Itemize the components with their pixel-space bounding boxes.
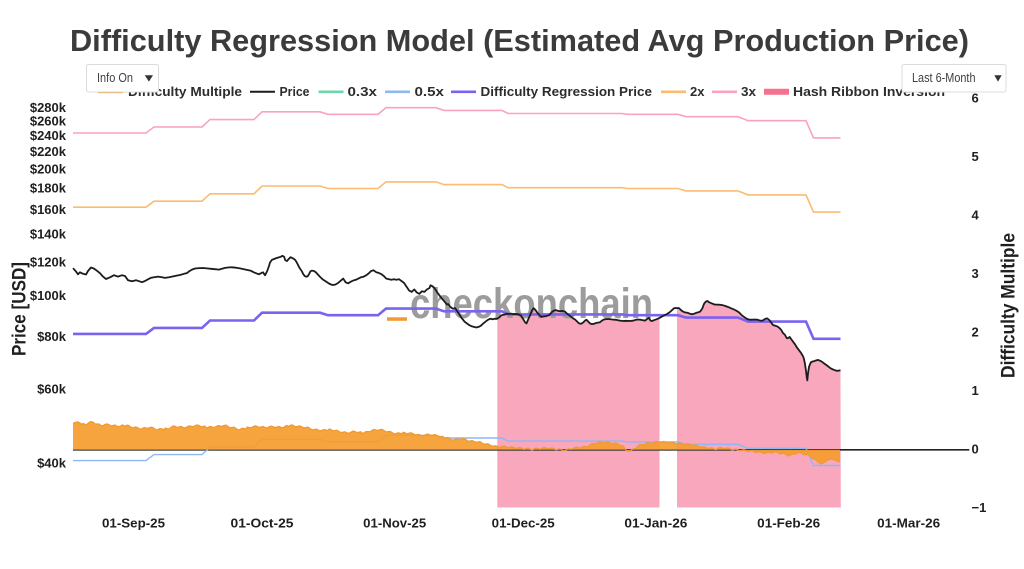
svg-text:$80k: $80k: [37, 329, 67, 344]
svg-text:01-Sep-25: 01-Sep-25: [102, 515, 165, 530]
svg-text:$200k: $200k: [30, 161, 67, 176]
svg-text:−1: −1: [972, 500, 987, 515]
svg-text:$60k: $60k: [37, 382, 67, 397]
svg-text:6: 6: [972, 91, 979, 106]
svg-text:3: 3: [972, 266, 979, 281]
svg-text:01-Feb-26: 01-Feb-26: [757, 515, 820, 530]
svg-text:Difficulty Regression Price: Difficulty Regression Price: [481, 84, 653, 99]
svg-text:0.5x: 0.5x: [415, 84, 445, 99]
svg-text:01-Dec-25: 01-Dec-25: [492, 515, 555, 530]
svg-text:$280k: $280k: [30, 100, 67, 115]
svg-text:$180k: $180k: [30, 181, 67, 196]
svg-text:$100k: $100k: [30, 288, 67, 303]
svg-text:01-Mar-26: 01-Mar-26: [877, 515, 940, 530]
svg-text:5: 5: [972, 149, 979, 164]
svg-text:01-Oct-25: 01-Oct-25: [231, 515, 294, 530]
svg-text:$240k: $240k: [30, 128, 67, 143]
svg-text:$140k: $140k: [30, 227, 67, 242]
svg-text:Info On: Info On: [97, 71, 133, 85]
svg-text:2x: 2x: [690, 84, 705, 99]
svg-text:1: 1: [972, 383, 979, 398]
svg-text:2: 2: [972, 325, 979, 340]
svg-text:$40k: $40k: [37, 456, 67, 471]
svg-text:Difficulty Regression Model (E: Difficulty Regression Model (Estimated A…: [70, 23, 969, 58]
svg-text:$120k: $120k: [30, 255, 67, 270]
svg-text:$160k: $160k: [30, 202, 67, 217]
svg-text:Price [USD]: Price [USD]: [9, 262, 31, 356]
svg-text:0.3x: 0.3x: [348, 84, 378, 99]
svg-text:Last 6-Month: Last 6-Month: [912, 71, 976, 85]
svg-text:$220k: $220k: [30, 144, 67, 159]
svg-text:$260k: $260k: [30, 113, 67, 128]
svg-text:0: 0: [972, 441, 979, 456]
svg-text:3x: 3x: [741, 84, 757, 99]
svg-text:01-Nov-25: 01-Nov-25: [363, 515, 426, 530]
svg-text:Difficulty Multiple: Difficulty Multiple: [998, 233, 1020, 378]
svg-text:Price: Price: [280, 84, 310, 99]
svg-text:4: 4: [972, 208, 980, 223]
svg-text:01-Jan-26: 01-Jan-26: [624, 515, 687, 530]
